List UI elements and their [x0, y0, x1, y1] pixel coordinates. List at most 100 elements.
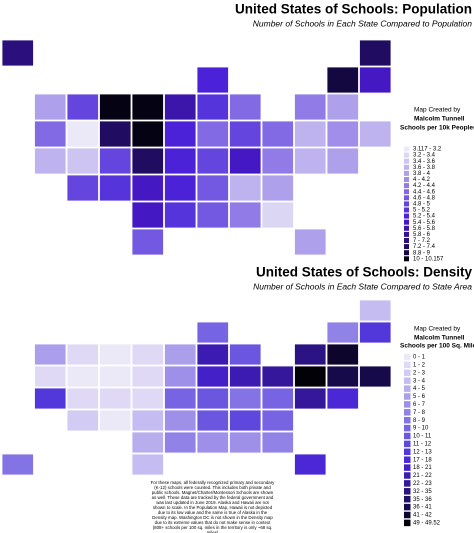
state: [196, 409, 229, 432]
state: [326, 66, 359, 94]
state: [66, 120, 99, 148]
state: [261, 201, 294, 229]
state: [34, 147, 67, 175]
legend-label: 6 - 7: [413, 402, 426, 408]
state: [261, 387, 294, 410]
state: [1, 453, 34, 476]
legend-label: 5 - 5.2: [413, 208, 431, 214]
state: [164, 409, 197, 432]
state: [359, 120, 392, 148]
state: [131, 93, 164, 121]
legend-swatch: [404, 189, 409, 195]
map-subtitle: Number of Schools in Each State Compared…: [253, 281, 472, 291]
state: [66, 343, 99, 366]
state: [66, 147, 99, 175]
state: [261, 147, 294, 175]
legend-label: 8 - 9: [413, 418, 426, 424]
legend-swatch: [404, 164, 409, 170]
legend-swatch: [404, 385, 411, 392]
state: [164, 365, 197, 388]
legend-label: 5.6 - 5.8: [413, 226, 436, 232]
legend-label: 11 - 12: [413, 441, 432, 447]
state: [99, 120, 132, 148]
legend-label: 4.6 - 4.8: [413, 195, 436, 201]
map-subtitle: Number of Schools in Each State Compared…: [253, 18, 473, 28]
legend-swatch: [404, 177, 409, 182]
state: [196, 387, 229, 410]
state: [294, 365, 327, 388]
legend-label: 5.2 - 5.4: [413, 214, 436, 220]
state: [196, 343, 229, 366]
legend-label: 8.8 - 9: [413, 250, 431, 256]
state: [294, 387, 327, 410]
state: [164, 120, 197, 148]
legend-label: 36 - 41: [413, 505, 432, 511]
state: [229, 365, 262, 388]
legend-swatch: [404, 183, 409, 189]
legend-swatch: [404, 511, 411, 519]
legend-swatch: [404, 393, 411, 400]
legend-swatch: [404, 158, 409, 164]
legend-swatch: [404, 146, 409, 152]
legend-swatch: [404, 250, 409, 256]
legend-swatch: [404, 231, 409, 237]
state: [229, 93, 262, 121]
legend-label: 49 - 49.52: [413, 520, 441, 526]
legend-swatch: [404, 519, 411, 527]
legend-swatch: [404, 152, 409, 158]
credit-label: Map Created by: [414, 326, 461, 333]
state: [196, 93, 229, 121]
legend-label: 32 - 35: [413, 489, 432, 495]
state: [326, 120, 359, 148]
footnote: For these maps, all federally recognized…: [150, 480, 275, 533]
legend-label: 41 - 42: [413, 513, 432, 519]
map-title: United States of Schools: Population: [235, 2, 472, 17]
state: [99, 365, 132, 388]
legend-label: 35 - 36: [413, 497, 432, 503]
credit-label: Map Created by: [414, 107, 461, 114]
state: [164, 93, 197, 121]
legend-swatch: [404, 244, 409, 250]
state: [99, 409, 132, 432]
legend-swatch: [404, 409, 411, 416]
legend-swatch: [404, 195, 409, 201]
legend-label: 0 - 1: [413, 355, 426, 361]
state: [229, 174, 262, 202]
state: [196, 321, 229, 344]
state: [261, 365, 294, 388]
state: [261, 409, 294, 432]
state: [131, 409, 164, 432]
legend-swatch: [404, 448, 411, 456]
state: [131, 343, 164, 366]
legend-swatch: [404, 432, 411, 440]
legend-swatch: [404, 401, 411, 408]
state: [1, 39, 34, 67]
legend-label: 10 - 11: [413, 434, 432, 440]
legend-label: 3.2 - 3.4: [413, 153, 436, 159]
legend-swatch: [404, 207, 409, 213]
legend-swatch: [404, 361, 411, 369]
state: [294, 147, 327, 175]
legend-label: 10 - 10.157: [413, 256, 444, 262]
state: [66, 409, 99, 432]
legend-label: 3.4 - 3.6: [413, 159, 436, 165]
state: [34, 343, 67, 366]
state: [196, 147, 229, 175]
legend-swatch: [404, 495, 411, 503]
legend-label: 1 - 2: [413, 362, 426, 368]
state: [66, 93, 99, 121]
state: [229, 147, 262, 175]
legend-swatch: [404, 440, 411, 448]
legend-swatch: [404, 503, 411, 511]
legend-label: 22 - 23: [413, 481, 432, 487]
state: [34, 93, 67, 121]
legend-label: 17 - 18: [413, 457, 432, 463]
legend-label: 3.6 - 3.8: [413, 165, 436, 171]
state: [229, 343, 262, 366]
state: [359, 39, 392, 67]
state: [66, 174, 99, 202]
legend-label: 21 - 22: [413, 473, 432, 479]
state: [294, 120, 327, 148]
